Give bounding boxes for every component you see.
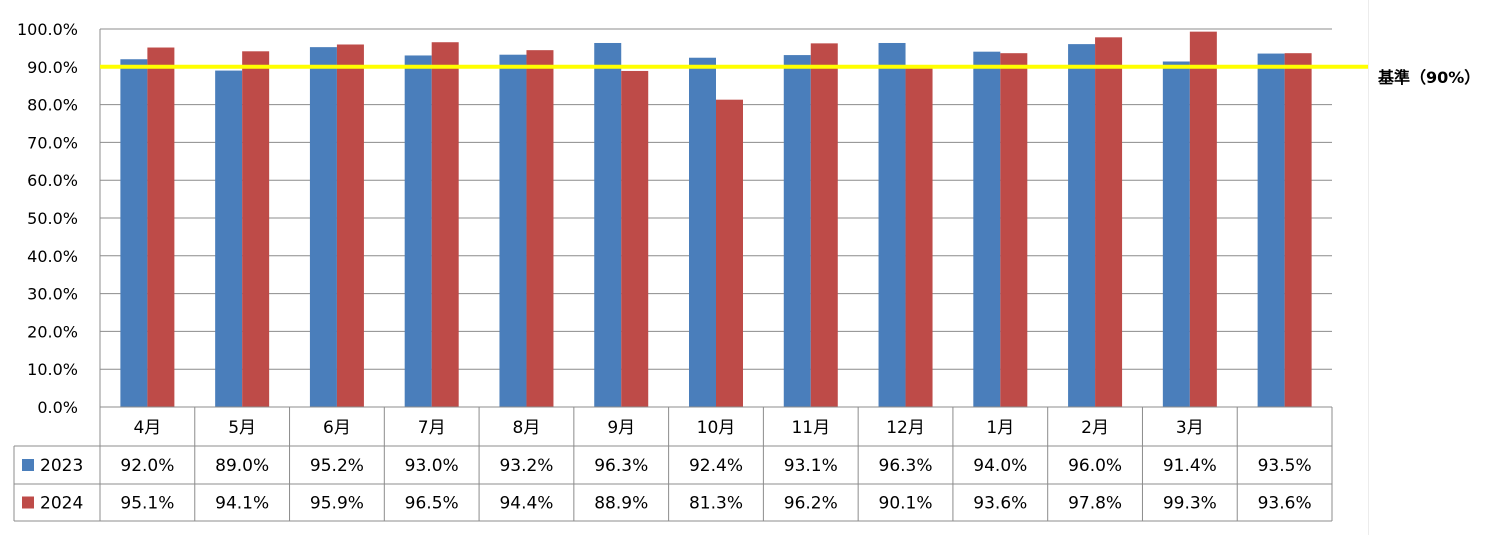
y-tick-label: 90.0%	[27, 58, 78, 77]
y-tick-label: 40.0%	[27, 247, 78, 266]
bar-2023-3	[404, 55, 432, 408]
table-value: 90.1%	[879, 494, 933, 514]
bar-2024-3	[431, 42, 459, 407]
table-value: 96.3%	[879, 456, 933, 476]
table-value: 93.2%	[499, 456, 553, 476]
table-value: 81.3%	[689, 494, 743, 514]
x-category-label: 9月	[607, 418, 635, 438]
table-value: 88.9%	[594, 494, 648, 514]
bar-2023-9	[973, 51, 1001, 408]
x-category-label: 1月	[986, 418, 1014, 438]
bar-2023-11	[1162, 61, 1190, 408]
y-tick-label: 20.0%	[27, 322, 78, 341]
bar-2024-8	[905, 66, 933, 407]
bar-2023-0	[120, 59, 148, 408]
x-category-label: 10月	[697, 418, 736, 438]
legend-swatch-2024	[22, 496, 34, 509]
bar-2023-2	[309, 47, 337, 407]
x-category-label: 5月	[228, 418, 256, 438]
x-category-label: 7月	[418, 418, 446, 438]
bar-2024-1	[242, 51, 270, 407]
x-category-label: 2月	[1081, 418, 1109, 438]
bar-2023-5	[594, 42, 622, 408]
y-tick-label: 70.0%	[27, 133, 78, 152]
x-category-label: 3月	[1176, 418, 1204, 438]
bar-2023-8	[878, 42, 906, 408]
bar-2024-6	[716, 99, 743, 407]
table-value: 94.1%	[215, 494, 269, 514]
bar-2024-9	[1000, 53, 1028, 407]
table-value: 93.5%	[1258, 456, 1312, 476]
table-value: 96.2%	[784, 494, 838, 514]
table-value: 94.0%	[973, 456, 1027, 476]
table-value: 93.6%	[973, 494, 1027, 514]
table-value: 91.4%	[1163, 456, 1217, 476]
table-value: 95.2%	[310, 456, 364, 476]
bar-2024-11	[1189, 31, 1217, 408]
table-value: 92.0%	[120, 456, 174, 476]
y-tick-label: 50.0%	[27, 209, 78, 228]
bar-2024-5	[621, 70, 649, 407]
bar-2024-2	[336, 44, 364, 408]
bar-2023-10	[1068, 44, 1096, 408]
bar-2023-1	[215, 70, 243, 407]
bar-2023-7	[783, 55, 811, 407]
bar-2024-0	[147, 47, 175, 407]
legend-label-2023: 2023	[40, 456, 83, 476]
table-value: 93.6%	[1258, 494, 1312, 514]
y-tick-label: 0.0%	[37, 398, 78, 417]
x-category-label: 11月	[791, 418, 830, 438]
table-value: 93.0%	[405, 456, 459, 476]
table-value: 96.0%	[1068, 456, 1122, 476]
table-value: 92.4%	[689, 456, 743, 476]
y-tick-label: 60.0%	[27, 171, 78, 190]
legend-swatch-2023	[22, 459, 34, 471]
reference-line-label: 基準（90%）	[1377, 68, 1480, 87]
table-value: 97.8%	[1068, 494, 1122, 514]
y-tick-label: 100.0%	[17, 20, 78, 39]
bar-2023-6	[689, 57, 716, 408]
table-value: 96.3%	[594, 456, 648, 476]
table-value: 95.1%	[120, 494, 174, 514]
bar-2024-4	[526, 50, 554, 407]
y-tick-label: 30.0%	[27, 285, 78, 304]
legend-label-2024: 2024	[40, 494, 83, 514]
x-category-label: 6月	[323, 418, 351, 438]
bar-2024-10	[1095, 37, 1123, 407]
x-category-label: 4月	[133, 418, 161, 438]
bar-2024-7	[810, 43, 838, 407]
x-category-label: 12月	[886, 418, 925, 438]
table-value: 95.9%	[310, 494, 364, 514]
table-value: 99.3%	[1163, 494, 1217, 514]
table-value: 96.5%	[405, 494, 459, 514]
bar-2023-12	[1257, 53, 1285, 407]
table-value: 93.1%	[784, 456, 838, 476]
y-tick-label: 80.0%	[27, 96, 78, 115]
bar-2023-4	[499, 54, 527, 407]
table-value: 89.0%	[215, 456, 269, 476]
right-border	[1368, 0, 1369, 535]
x-category-label: 8月	[513, 418, 541, 438]
bar-2024-12	[1284, 53, 1312, 407]
table-value: 94.4%	[499, 494, 553, 514]
y-tick-label: 10.0%	[27, 360, 78, 379]
